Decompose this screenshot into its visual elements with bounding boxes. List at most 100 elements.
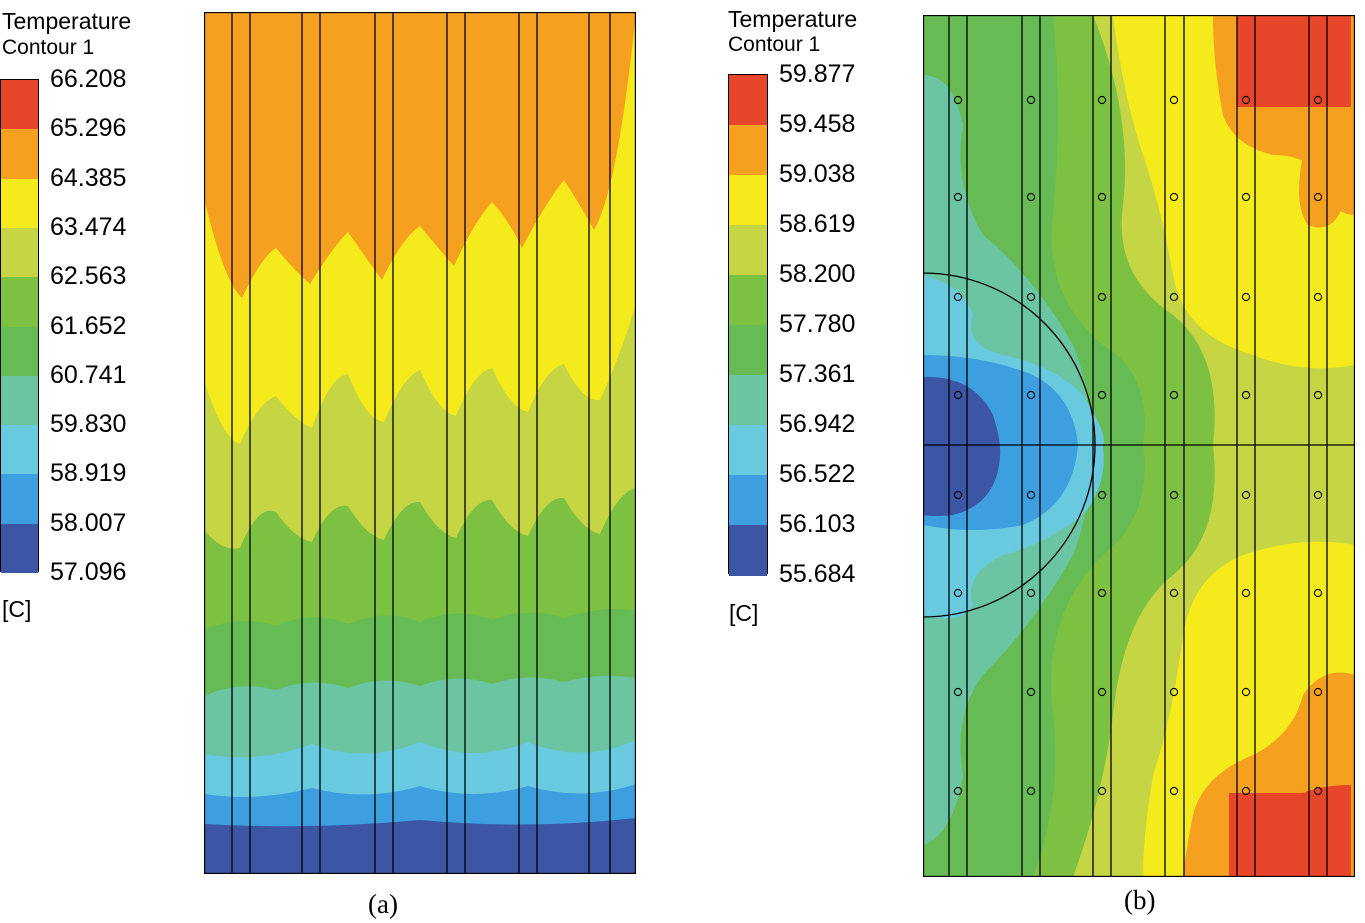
pin-marker [1313,192,1323,202]
pin-marker [1313,95,1323,105]
heat-channel-lines-a [231,12,611,874]
pin-marker [1241,192,1251,202]
legend-swatch [729,525,767,576]
legend-tick-label: 60.741 [50,360,127,389]
legend-tick-label: 58.619 [779,210,856,238]
pin-marker [953,588,963,598]
legend-swatch [729,375,767,426]
legend-tick-label: 63.474 [50,212,127,241]
legend-swatch [729,275,767,326]
contour-plot-a [204,12,636,874]
pin-marker [1241,292,1251,302]
pin-marker [1026,95,1036,105]
plot-border-b [923,15,1355,877]
legend-a-colorbar [0,79,39,574]
pin-marker [1097,687,1107,697]
panel-label-a: (a) [368,889,398,919]
legend-tick-label: 56.942 [779,410,856,438]
pin-marker [1097,95,1107,105]
pin-marker [953,490,963,500]
pin-marker [953,786,963,796]
legend-swatch [729,475,767,526]
legend-b-unit: [C] [729,600,759,626]
band-b-red-bottom [1229,785,1351,877]
pin-marker [1241,95,1251,105]
legend-tick-label: 59.458 [779,110,856,138]
pin-marker [1313,292,1323,302]
pin-marker [1026,390,1036,400]
pin-marker [953,390,963,400]
pin-marker [1241,786,1251,796]
pin-markers-b [953,95,1323,796]
legend-tick-label: 62.563 [50,262,127,291]
legend-swatch [729,425,767,476]
legend-tick-label: 55.684 [779,560,856,588]
pin-marker [1026,687,1036,697]
pin-marker [1313,687,1323,697]
legend-tick-label: 58.919 [50,459,127,488]
legend-swatch [1,375,38,426]
pin-marker [1241,390,1251,400]
legend-swatch [1,326,38,377]
plot-border-a [204,12,636,874]
pin-marker [1169,687,1179,697]
pin-marker [1169,390,1179,400]
pin-marker [953,192,963,202]
band-a-2 [204,12,636,298]
legend-tick-label: 56.522 [779,460,856,488]
pin-marker [1169,490,1179,500]
pin-marker [1026,490,1036,500]
pin-marker [1313,588,1323,598]
legend-b-title: Temperature [728,6,858,32]
legend-a-unit: [C] [2,596,32,622]
legend-swatch [1,80,38,130]
pin-marker [1026,192,1036,202]
pin-marker [1097,490,1107,500]
legend-swatch [729,225,767,276]
legend-swatch [729,75,767,126]
legend-tick-label: 61.652 [50,311,127,340]
pin-marker [1169,292,1179,302]
semicircle-b [923,272,1096,618]
pin-marker [1097,390,1107,400]
pin-marker [1097,588,1107,598]
legend-b-colorbar [728,74,768,576]
legend-tick-label: 59.038 [779,160,856,188]
legend-tick-label: 66.208 [50,65,127,93]
legend-a-subtitle: Contour 1 [2,36,95,59]
pin-marker [1097,786,1107,796]
legend-tick-label: 57.780 [779,310,856,338]
legend-swatch [729,125,767,176]
legend-swatch [1,425,38,475]
pin-marker [1313,490,1323,500]
pin-marker [1026,786,1036,796]
legend-tick-label: 57.361 [779,360,856,388]
legend-swatch [1,178,38,229]
pin-marker [953,292,963,302]
pin-marker [1169,588,1179,598]
pin-marker [1097,192,1107,202]
pin-marker [1241,490,1251,500]
pin-marker [1313,390,1323,400]
legend-swatch [1,277,38,327]
legend-tick-label: 56.103 [779,510,856,538]
pin-marker [1241,588,1251,598]
pin-marker [1169,192,1179,202]
pin-marker [1169,786,1179,796]
legend-swatch [1,129,38,180]
legend-tick-label: 58.200 [779,260,856,288]
legend-tick-label: 57.096 [50,558,127,586]
legend-b-subtitle: Contour 1 [728,33,821,56]
contour-plot-b [923,15,1355,877]
legend-a-title: Temperature [2,8,132,34]
pin-marker [953,95,963,105]
pin-marker [1169,95,1179,105]
pin-marker [1026,588,1036,598]
legend-swatch [1,227,38,278]
pin-marker [1097,292,1107,302]
heat-channel-lines-b [948,15,1328,877]
pin-marker [1026,292,1036,302]
legend-swatch [729,175,767,226]
legend-tick-label: 59.830 [50,410,127,439]
pin-marker [953,687,963,697]
